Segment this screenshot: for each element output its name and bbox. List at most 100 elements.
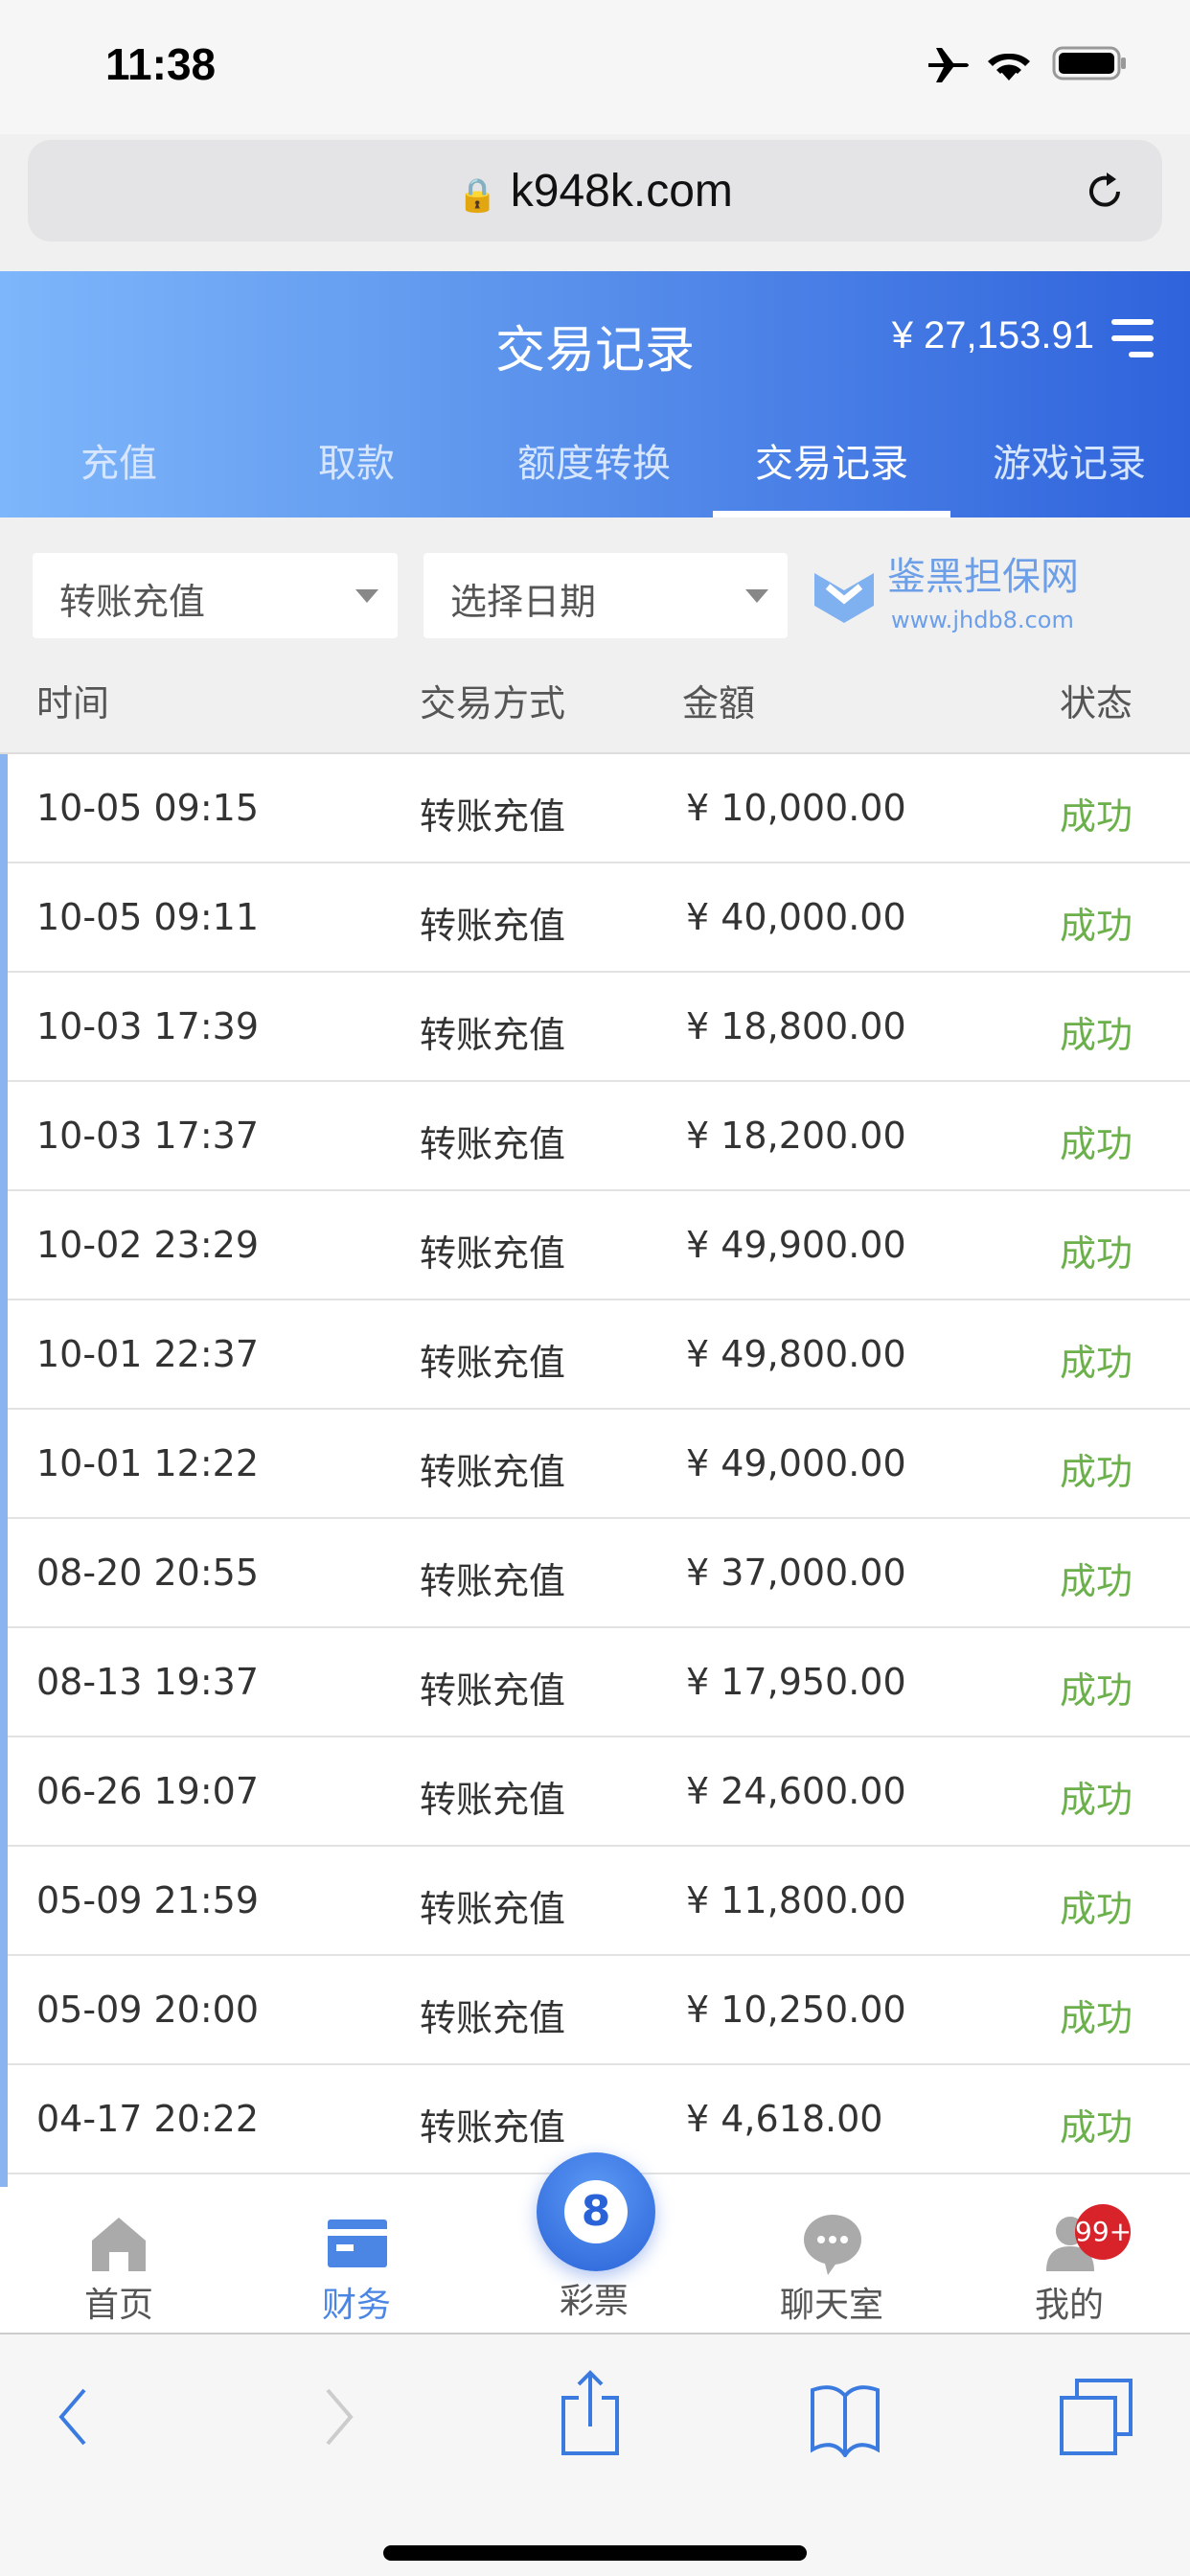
nav-profile[interactable]: 99+ 我的 [950,2187,1188,2334]
nav-home[interactable]: 首页 [0,2187,238,2334]
row-time: 10-03 17:39 [36,1005,260,1047]
table-row[interactable]: 08-13 19:37 转账充值 ¥ 17,950.00 成功 [8,1628,1190,1737]
row-status: 成功 [1059,1779,1133,1821]
dropdown-arrow-icon [355,589,378,603]
forward-icon[interactable] [322,2386,356,2448]
browser-toolbar [0,2334,1190,2576]
row-status: 成功 [1059,1888,1133,1930]
share-icon[interactable] [560,2369,621,2455]
table-row[interactable]: 10-03 17:39 转账充值 ¥ 18,800.00 成功 [8,973,1190,1082]
row-method: 转账充值 [420,2106,566,2149]
row-amount: ¥ 18,800.00 [686,1005,906,1047]
table-row[interactable]: 05-09 21:59 转账充值 ¥ 11,800.00 成功 [8,1847,1190,1956]
row-time: 04-17 20:22 [36,2098,260,2140]
col-amount: 金額 [682,682,756,724]
table-row[interactable]: 10-05 09:15 转账充值 ¥ 10,000.00 成功 [8,754,1190,863]
status-bar: 11:38 [0,0,1190,134]
row-time: 10-03 17:37 [36,1115,260,1157]
tab-transfer[interactable]: 额度转换 [517,442,671,486]
type-select[interactable]: 转账充值 [33,553,398,638]
row-method: 转账充值 [420,1123,566,1165]
row-time: 08-20 20:55 [36,1552,260,1594]
watermark: 鉴黑担保网 www.jhdb8.com [811,554,1175,640]
row-amount: ¥ 37,000.00 [686,1552,906,1594]
row-time: 10-01 22:37 [36,1333,260,1375]
clock: 11:38 [105,39,217,89]
row-method: 转账充值 [420,905,566,947]
row-time: 08-13 19:37 [36,1661,260,1703]
menu-icon[interactable] [1111,319,1154,357]
tab-deposit[interactable]: 充值 [80,442,157,486]
table-row[interactable]: 10-02 23:29 转账充值 ¥ 49,900.00 成功 [8,1191,1190,1300]
airplane-icon [928,48,969,82]
table-row[interactable]: 06-26 19:07 转账充值 ¥ 24,600.00 成功 [8,1737,1190,1847]
bookmarks-icon[interactable] [807,2380,883,2457]
table-row[interactable]: 10-05 09:11 转账充值 ¥ 40,000.00 成功 [8,863,1190,973]
home-indicator [383,2545,807,2561]
row-time: 10-01 12:22 [36,1442,260,1484]
col-time: 时间 [36,682,110,724]
row-time: 10-05 09:11 [36,896,260,938]
row-status: 成功 [1059,1342,1133,1384]
bottom-nav: 首页 财务 8 彩票 聊天室 99+ 我的 [0,2152,1190,2334]
row-method: 转账充值 [420,1669,566,1712]
lottery-ball-icon: 8 [537,2152,655,2271]
page-title: 交易记录 [494,322,695,380]
tab-game-records[interactable]: 游戏记录 [993,442,1146,486]
table-row[interactable]: 08-20 20:55 转账充值 ¥ 37,000.00 成功 [8,1519,1190,1628]
active-tab-indicator [713,511,950,518]
row-amount: ¥ 49,800.00 [686,1333,906,1375]
tabs-icon[interactable] [1058,2377,1134,2457]
url-text: k948k.com [510,166,733,217]
scroll-indicator [0,754,8,2187]
row-status: 成功 [1059,1560,1133,1602]
row-method: 转账充值 [420,1342,566,1384]
row-amount: ¥ 10,250.00 [686,1989,906,2031]
address-bar[interactable]: 🔒 k948k.com [28,140,1162,242]
date-select[interactable]: 选择日期 [423,553,788,638]
row-time: 10-05 09:15 [36,787,260,829]
row-amount: ¥ 18,200.00 [686,1115,906,1157]
row-method: 转账充值 [420,1560,566,1602]
table-row[interactable]: 10-01 22:37 转账充值 ¥ 49,800.00 成功 [8,1300,1190,1410]
dropdown-arrow-icon [745,589,768,603]
back-icon[interactable] [56,2386,90,2448]
nav-finance[interactable]: 财务 [238,2187,475,2334]
row-status: 成功 [1059,1451,1133,1493]
reload-icon[interactable] [1082,169,1128,215]
row-time: 10-02 23:29 [36,1224,260,1266]
row-method: 转账充值 [420,1997,566,2039]
row-time: 05-09 21:59 [36,1879,260,1921]
row-status: 成功 [1059,1014,1133,1056]
row-status: 成功 [1059,1123,1133,1165]
wifi-icon [988,53,1030,80]
table-row[interactable]: 10-03 17:37 转账充值 ¥ 18,200.00 成功 [8,1082,1190,1191]
page-header: 交易记录 ¥ 27,153.91 充值 取款 额度转换 交易记录 游戏记录 [0,271,1190,518]
row-status: 成功 [1059,905,1133,947]
col-status: 状态 [1059,682,1133,724]
chat-icon [804,2215,861,2275]
row-amount: ¥ 49,900.00 [686,1224,906,1266]
row-status: 成功 [1059,1669,1133,1712]
row-amount: ¥ 11,800.00 [686,1879,906,1921]
row-method: 转账充值 [420,1451,566,1493]
row-status: 成功 [1059,2106,1133,2149]
nav-lottery[interactable]: 8 彩票 [475,2152,713,2334]
row-method: 转账充值 [420,795,566,838]
table-row[interactable]: 05-09 20:00 转账充值 ¥ 10,250.00 成功 [8,1956,1190,2065]
lock-icon: 🔒 [457,177,498,214]
watermark-logo-icon [814,573,874,623]
card-icon [328,2220,387,2267]
row-amount: ¥ 49,000.00 [686,1442,906,1484]
row-time: 05-09 20:00 [36,1989,260,2031]
nav-chat[interactable]: 聊天室 [713,2187,950,2334]
row-amount: ¥ 40,000.00 [686,896,906,938]
table-row[interactable]: 10-01 12:22 转账充值 ¥ 49,000.00 成功 [8,1410,1190,1519]
tab-withdraw[interactable]: 取款 [318,442,395,486]
row-amount: ¥ 4,618.00 [686,2098,883,2140]
transaction-table: 10-05 09:15 转账充值 ¥ 10,000.00 成功 10-05 09:11 转… [0,752,1190,2187]
row-method: 转账充值 [420,1779,566,1821]
row-amount: ¥ 24,600.00 [686,1770,906,1812]
balance: ¥ 27,153.91 [891,314,1094,356]
tab-transactions[interactable]: 交易记录 [755,442,908,486]
